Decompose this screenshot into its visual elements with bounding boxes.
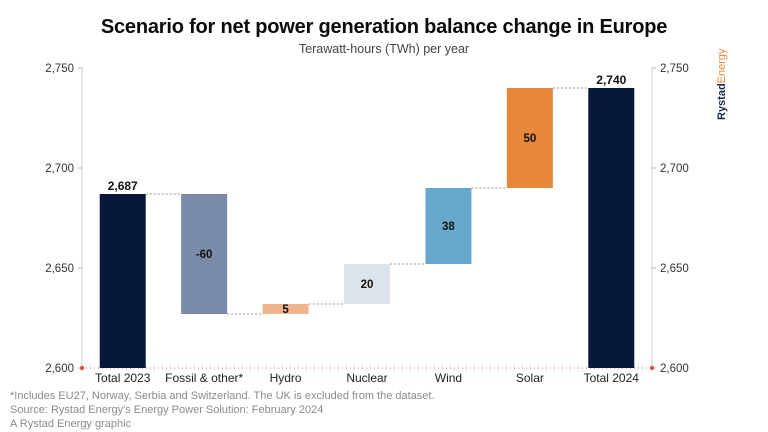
- baseline-marker-right: [649, 365, 655, 371]
- bar-7: [588, 88, 635, 368]
- bar-6: [506, 88, 553, 188]
- chart-subtitle: Terawatt-hours (TWh) per year: [298, 42, 470, 56]
- data-label: -60: [196, 249, 213, 261]
- y-tick-label-left: 2,750: [45, 63, 74, 75]
- footnote-credit: A Rystad Energy graphic: [10, 418, 132, 430]
- x-tick-label: Total 2024: [584, 371, 640, 385]
- footnote-source: Source: Rystad Energy's Energy Power Sol…: [10, 404, 324, 416]
- footnotes: *Includes EU27, Norway, Serbia and Switz…: [10, 389, 435, 431]
- y-tick-label-right: 2,650: [660, 263, 689, 275]
- x-tick-label: Fossil & other*: [165, 371, 243, 385]
- x-tick-label: Solar: [516, 371, 544, 385]
- y-tick-label-left: 2,600: [45, 363, 74, 375]
- y-tick-label-left: 2,650: [45, 263, 74, 275]
- x-tick-label: Total 2023: [95, 371, 151, 385]
- data-label: 20: [361, 279, 374, 291]
- y-tick-label-right: 2,750: [660, 63, 689, 75]
- baseline-marker-left: [79, 365, 85, 371]
- bar-5: [425, 188, 472, 264]
- x-tick-label: Wind: [435, 371, 462, 385]
- data-label: 38: [442, 221, 455, 233]
- bar-1: [99, 194, 146, 368]
- bar-2: [181, 194, 228, 314]
- chart-title: Scenario for net power generation balanc…: [100, 16, 668, 38]
- footnote-scope: *Includes EU27, Norway, Serbia and Switz…: [10, 390, 435, 402]
- bar-3: [262, 304, 309, 314]
- data-label: 5: [282, 304, 289, 316]
- data-label: 50: [523, 133, 536, 145]
- data-label: 2,687: [108, 179, 138, 193]
- y-tick-label-right: 2,700: [660, 163, 689, 175]
- x-tick-label: Nuclear: [346, 371, 387, 385]
- bar-4: [344, 264, 390, 304]
- x-tick-label: Hydro: [270, 371, 302, 385]
- y-tick-label-left: 2,700: [45, 163, 74, 175]
- data-label: 2,740: [596, 73, 626, 87]
- y-tick-label-right: 2,600: [660, 363, 689, 375]
